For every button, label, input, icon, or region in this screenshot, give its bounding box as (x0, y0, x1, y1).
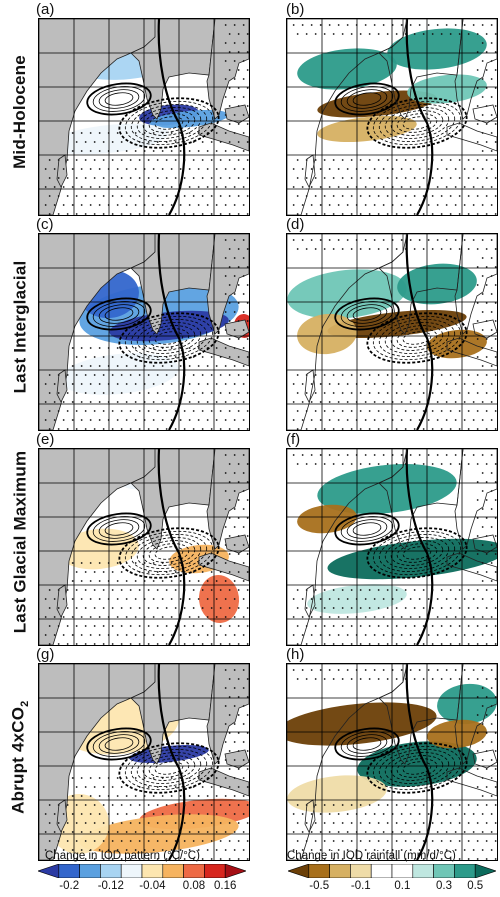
colorbar-tick-label: -0.1 (350, 880, 371, 892)
significance-stippling (292, 454, 497, 645)
colorbar-swatch (79, 863, 101, 879)
panel-tag-c: (c) (36, 216, 54, 233)
map-panel-a (38, 18, 250, 216)
land-masses (39, 234, 249, 430)
panel-tag-b: (b) (286, 1, 305, 18)
row-label-abrupt-4xco2: Abrupt 4xCO2 (8, 700, 32, 814)
colorbar-swatch (204, 863, 226, 879)
colorbar-swatch (224, 863, 247, 879)
land-masses (287, 19, 497, 215)
colorbar-swatch (37, 863, 60, 879)
right-colorbar (287, 863, 497, 879)
significance-stippling (44, 669, 249, 860)
colorbar-swatch (100, 863, 122, 879)
lat-lon-grid (39, 449, 249, 645)
panel-tag-f: (f) (286, 431, 301, 448)
significance-stippling (292, 24, 497, 215)
colorbar-swatch (308, 863, 330, 879)
colorbar-swatch (412, 863, 434, 879)
land-masses (287, 234, 497, 430)
map-panel-d (286, 233, 498, 431)
colorbar-swatch (287, 863, 310, 879)
right-colorbar-title: Change in IOD rainfall (mm/d/°C) (287, 850, 456, 862)
panel-tag-g: (g) (36, 646, 55, 663)
colorbar-swatch (329, 863, 351, 879)
colorbar-tick-label: -0.04 (139, 880, 166, 892)
land-masses (39, 664, 249, 860)
anomaly-contours (86, 512, 152, 546)
colorbar-swatch (141, 863, 164, 879)
colorbar-swatch (350, 863, 372, 879)
colorbar-swatch (474, 863, 497, 879)
map-panel-b (286, 18, 498, 216)
panel-tag-a: (a) (36, 1, 55, 18)
row-label-mid-holocene: Mid-Holocene (10, 55, 30, 169)
map-panel-h (286, 663, 498, 861)
land-masses (39, 449, 249, 645)
map-panel-g (38, 663, 250, 861)
panel-tag-h: (h) (286, 646, 305, 663)
colorbar-swatch (433, 863, 455, 879)
lat-lon-grid (39, 234, 249, 430)
anomaly-contours (334, 727, 400, 761)
map-panel-e (38, 448, 250, 646)
colorbar-tick-label: 0.5 (467, 880, 484, 892)
panel-tag-d: (d) (286, 216, 305, 233)
lat-lon-grid (287, 664, 497, 860)
significance-stippling (292, 239, 497, 430)
row-label-last-interglacial: Last Interglacial (10, 260, 29, 394)
significance-stippling (292, 669, 497, 860)
colorbar-swatch (120, 863, 143, 879)
significance-stippling (44, 239, 249, 430)
lat-lon-grid (39, 664, 249, 860)
significance-stippling (44, 24, 249, 215)
left-colorbar-title: Change in IOD pattern (°C/°C) (45, 850, 200, 862)
left-colorbar-ticks: -0.2 -0.12 -0.04 0.08 0.16 (38, 880, 246, 894)
colorbar-swatch (370, 863, 393, 879)
panel-tag-e: (e) (36, 431, 55, 448)
lat-lon-grid (287, 234, 497, 430)
lat-lon-grid (39, 19, 249, 215)
colorbar-tick-label: 0.08 (182, 880, 206, 892)
colorbar-swatch (162, 863, 184, 879)
colorbar-swatch (58, 863, 80, 879)
anomaly-contours (118, 312, 220, 364)
colorbar-tick-label: 0.16 (213, 880, 237, 892)
colorbar-tick-label: -0.12 (97, 880, 124, 892)
lat-lon-grid (287, 19, 497, 215)
colorbar-tick-label: -0.2 (59, 880, 80, 892)
row-label-last-glacial-maximum: Last Glacial Maximum (10, 450, 30, 634)
anomaly-contours (86, 82, 152, 116)
colorbar-swatch (183, 863, 205, 879)
lat-lon-grid (287, 449, 497, 645)
map-panel-f (286, 448, 498, 646)
colorbar-swatch (454, 863, 476, 879)
right-colorbar-ticks: -0.5 -0.1 0.1 0.3 0.5 (288, 880, 496, 894)
land-masses (287, 664, 497, 860)
colorbar-tick-label: 0.3 (436, 880, 452, 892)
colorbar-tick-label: 0.1 (394, 880, 411, 892)
map-panel-c (38, 233, 250, 431)
land-masses (287, 449, 497, 645)
colorbar-tick-label: -0.5 (309, 880, 330, 892)
colorbar-swatch (391, 863, 414, 879)
land-masses (39, 19, 249, 215)
left-colorbar (37, 863, 247, 879)
